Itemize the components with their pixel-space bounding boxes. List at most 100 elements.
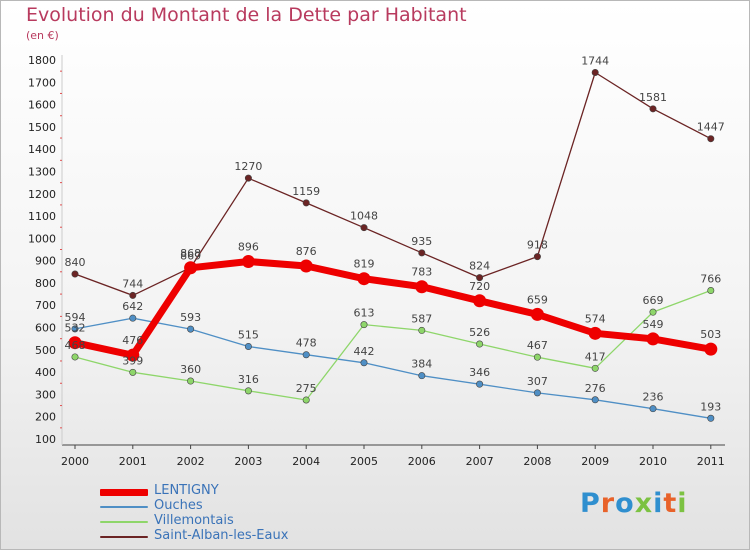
data-point: [129, 368, 137, 376]
y-tick-label: 500: [35, 344, 56, 357]
data-label: 442: [354, 345, 375, 358]
data-point: [71, 270, 79, 278]
data-point: [473, 294, 487, 308]
logo-letter: P: [580, 488, 601, 519]
legend-label: LENTIGNY: [154, 483, 219, 498]
data-point: [302, 199, 310, 207]
x-tick-label: 2011: [697, 455, 725, 468]
data-point: [649, 308, 657, 316]
data-label: 840: [65, 256, 86, 269]
x-tick-label: 2003: [234, 455, 262, 468]
data-point: [533, 389, 541, 397]
legend-label: Villemontais: [154, 513, 234, 528]
y-tick-label: 1200: [28, 188, 56, 201]
y-tick-label: 1000: [28, 232, 56, 245]
y-tick-label: 600: [35, 322, 56, 335]
data-label: 316: [238, 373, 259, 386]
data-label: 236: [643, 391, 664, 404]
y-tick-label: 200: [35, 411, 56, 424]
data-label: 587: [411, 312, 432, 325]
data-label: 478: [296, 337, 317, 350]
chart-unit-label: (en €): [26, 29, 59, 42]
data-point: [588, 326, 602, 340]
data-label: 1270: [234, 160, 262, 173]
legend-swatch: [100, 489, 148, 496]
data-label: 467: [527, 339, 548, 352]
x-tick-label: 2000: [61, 455, 89, 468]
series-line: [71, 258, 715, 359]
data-point: [591, 364, 599, 372]
data-label: 868: [180, 247, 201, 260]
legend-label: Saint-Alban-les-Eaux: [154, 528, 289, 543]
data-label: 276: [585, 382, 606, 395]
data-label: 275: [296, 382, 317, 395]
data-point: [244, 342, 252, 350]
legend-swatch: [100, 536, 148, 538]
data-label: 503: [700, 328, 721, 341]
data-label: 918: [527, 239, 548, 252]
data-point: [241, 255, 255, 269]
data-point: [299, 259, 313, 273]
data-point: [707, 287, 715, 295]
data-label: 1581: [639, 91, 667, 104]
data-point: [591, 396, 599, 404]
data-point: [302, 396, 310, 404]
data-point: [71, 325, 79, 333]
data-label: 532: [65, 322, 86, 335]
data-label: 417: [585, 350, 606, 363]
x-tick-label: 2002: [177, 455, 205, 468]
data-point: [649, 105, 657, 113]
data-label: 1159: [292, 185, 320, 198]
data-label: 1048: [350, 210, 378, 223]
data-point: [357, 272, 371, 286]
x-tick-label: 2005: [350, 455, 378, 468]
data-label: 384: [411, 358, 432, 371]
y-tick-label: 1600: [28, 99, 56, 112]
data-point: [707, 414, 715, 422]
data-label: 669: [643, 294, 664, 307]
data-point: [649, 405, 657, 413]
data-label: 744: [122, 277, 143, 290]
data-point: [302, 351, 310, 359]
legend-label: Ouches: [154, 498, 203, 513]
data-point: [533, 353, 541, 361]
proxiti-logo: Proxiti: [580, 488, 688, 519]
x-tick-label: 2004: [292, 455, 320, 468]
data-label: 1744: [581, 54, 609, 67]
data-label: 594: [65, 311, 86, 324]
x-tick-label: 2007: [466, 455, 494, 468]
y-tick-label: 700: [35, 299, 56, 312]
data-point: [418, 372, 426, 380]
series-line: [74, 289, 712, 401]
chart-title: Evolution du Montant de la Dette par Hab…: [26, 4, 467, 26]
data-label: 346: [469, 366, 490, 379]
data-label: 642: [122, 300, 143, 313]
y-tick-label: 400: [35, 366, 56, 379]
data-point: [360, 321, 368, 329]
data-point: [533, 253, 541, 261]
y-tick-label: 1100: [28, 210, 56, 223]
y-tick-label: 100: [35, 433, 56, 446]
logo-letter: i: [677, 488, 688, 519]
data-label: 819: [354, 258, 375, 271]
data-label: 515: [238, 328, 259, 341]
data-point: [244, 387, 252, 395]
legend-swatch: [100, 521, 148, 523]
data-label: 766: [700, 273, 721, 286]
data-label: 574: [585, 312, 606, 325]
data-label: 659: [527, 293, 548, 306]
data-label: 468: [65, 339, 86, 352]
x-tick-label: 2006: [408, 455, 436, 468]
data-point: [129, 314, 137, 322]
data-label: 399: [122, 354, 143, 367]
data-point: [184, 261, 198, 275]
data-point: [591, 68, 599, 76]
data-label: 549: [643, 318, 664, 331]
data-label: 593: [180, 311, 201, 324]
y-tick-label: 1300: [28, 165, 56, 178]
x-tick-label: 2009: [581, 455, 609, 468]
y-tick-label: 900: [35, 255, 56, 268]
data-point: [126, 348, 140, 362]
x-tick-label: 2010: [639, 455, 667, 468]
